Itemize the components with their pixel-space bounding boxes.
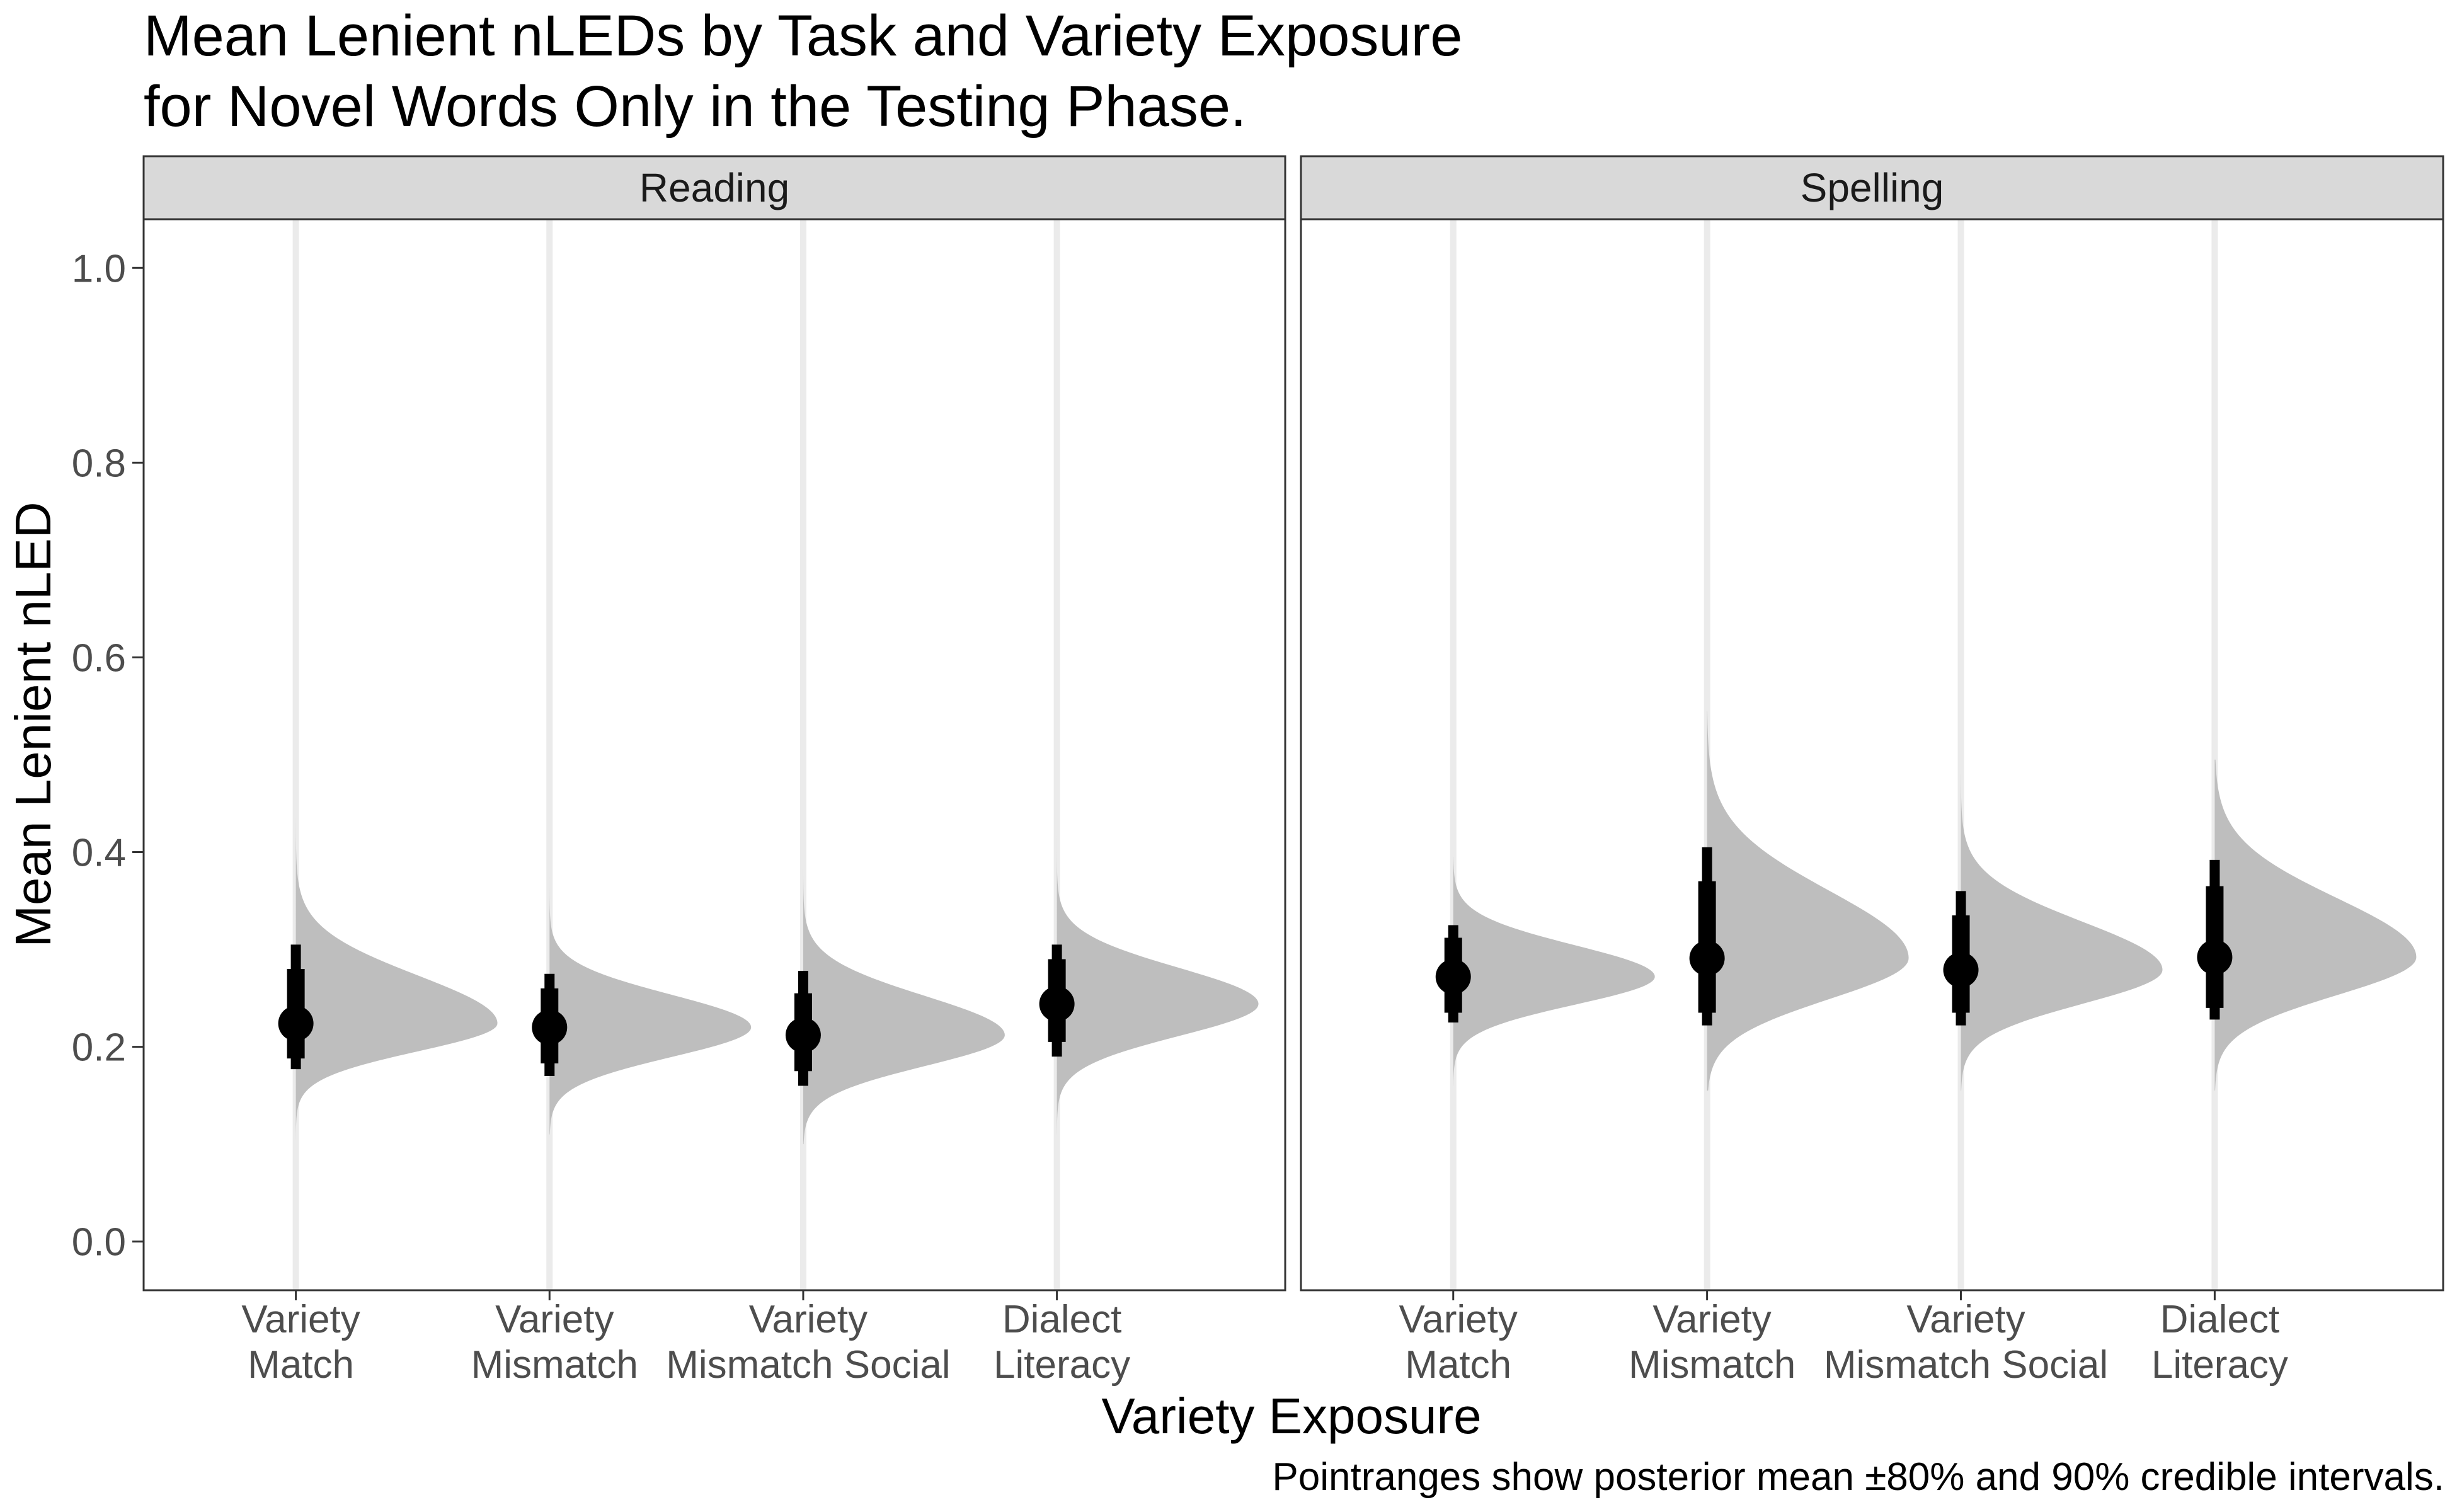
point-mean	[1039, 986, 1075, 1022]
y-tick-label: 0.8	[72, 442, 126, 485]
y-axis: 0.0 0.2 0.4 0.6 0.8 1.0	[72, 247, 144, 1264]
density-slab	[295, 818, 498, 1140]
chart-title-line-1: Mean Lenient nLEDs by Task and Variety E…	[144, 4, 1462, 68]
facet-strip	[1300, 155, 2444, 220]
x-tick-label: Variety	[749, 1298, 868, 1341]
panel-border	[1300, 218, 2444, 1292]
y-tick-label: 0.6	[72, 636, 126, 680]
chart-title-line-2: for Novel Words Only in the Testing Phas…	[144, 74, 1247, 139]
y-tick-label: 0.0	[72, 1221, 126, 1264]
y-tick-label: 0.4	[72, 832, 126, 875]
density-slab	[1057, 818, 1259, 1135]
panel-reading: ReadingVarietyMatchVarietyMismatchVariet…	[142, 155, 1286, 1387]
x-tick-label: Mismatch Social	[1824, 1343, 2108, 1387]
x-tick-label: Variety	[1399, 1298, 1518, 1341]
density-slab	[2214, 759, 2417, 1091]
x-tick-label: Mismatch	[471, 1343, 638, 1387]
point-mean	[278, 1005, 314, 1041]
panel-border	[142, 218, 1286, 1292]
density-slab	[1961, 774, 2163, 1091]
x-tick-label: Dialect	[1002, 1298, 1122, 1341]
panel-background	[1301, 219, 2443, 1290]
point-mean	[785, 1017, 821, 1053]
panel-background	[144, 219, 1285, 1290]
x-tick-label: Literacy	[2151, 1343, 2288, 1387]
facet-strip-label: Spelling	[1801, 165, 1944, 210]
facet-strip	[142, 155, 1286, 220]
chart-caption: Pointranges show posterior mean ±80% and…	[1272, 1455, 2444, 1499]
point-mean	[532, 1009, 568, 1045]
x-tick-label: Variety	[1652, 1298, 1771, 1341]
x-tick-label: Match	[248, 1343, 354, 1387]
point-mean	[2197, 939, 2233, 975]
x-tick-label: Variety	[241, 1298, 360, 1341]
facet-panels: ReadingVarietyMatchVarietyMismatchVariet…	[142, 155, 2444, 1387]
point-mean	[1689, 941, 1725, 976]
x-tick-label: Variety	[495, 1298, 614, 1341]
point-mean	[1943, 952, 1979, 988]
density-slab	[1453, 857, 1655, 1086]
panel-spelling: SpellingVarietyMatchVarietyMismatchVarie…	[1300, 155, 2444, 1387]
density-slab	[803, 832, 1005, 1145]
y-tick-label: 0.2	[72, 1026, 126, 1070]
density-slab	[1707, 711, 1909, 1091]
density-slab	[549, 876, 752, 1135]
y-axis-label: Mean Lenient nLED	[5, 501, 61, 947]
x-tick-label: Mismatch Social	[666, 1343, 950, 1387]
x-tick-label: Mismatch	[1629, 1343, 1796, 1387]
x-tick-label: Literacy	[994, 1343, 1130, 1387]
point-mean	[1435, 959, 1471, 995]
x-axis-label: Variety Exposure	[1101, 1388, 1481, 1444]
facet-strip-label: Reading	[639, 165, 789, 210]
x-tick-label: Match	[1405, 1343, 1511, 1387]
x-tick-label: Variety	[1906, 1298, 2025, 1341]
x-tick-label: Dialect	[2160, 1298, 2280, 1341]
y-tick-label: 1.0	[72, 247, 126, 290]
